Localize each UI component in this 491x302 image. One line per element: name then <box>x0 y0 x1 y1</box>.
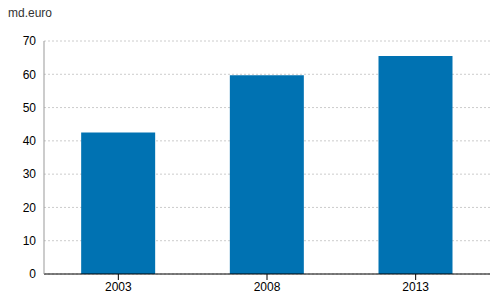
html-text:md.euro: md.euro <box>8 6 52 20</box>
svg-text:20: 20 <box>23 201 37 215</box>
svg-text:10: 10 <box>23 234 37 248</box>
svg-text:2013: 2013 <box>402 280 429 294</box>
svg-text:40: 40 <box>23 134 37 148</box>
svg-text:60: 60 <box>23 68 37 82</box>
svg-text:2008: 2008 <box>254 280 281 294</box>
svg-text:2003: 2003 <box>105 280 132 294</box>
svg-text:0: 0 <box>29 267 36 281</box>
svg-text:30: 30 <box>23 167 37 181</box>
svg-text:50: 50 <box>23 101 37 115</box>
svg-text:70: 70 <box>23 34 37 48</box>
